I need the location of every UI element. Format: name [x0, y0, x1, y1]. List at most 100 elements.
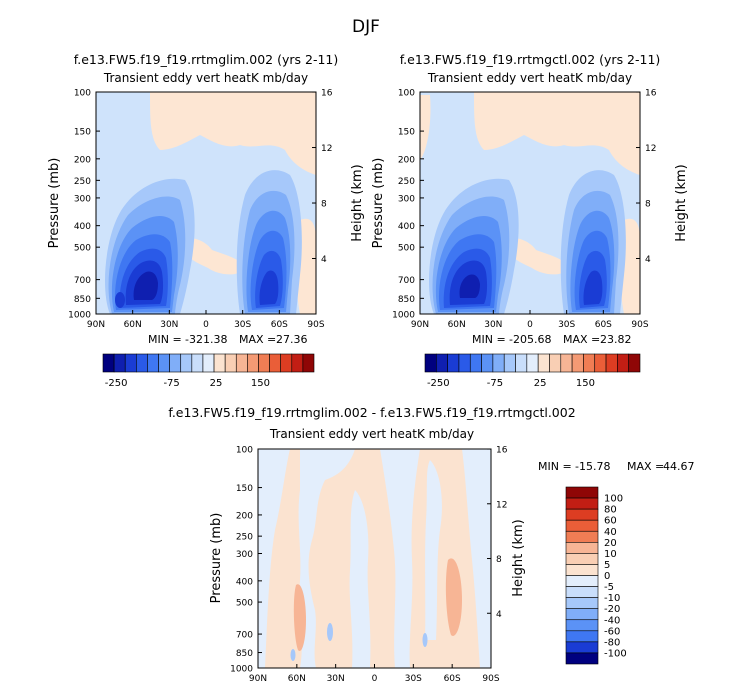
negative-band-1 — [258, 449, 290, 668]
colorbar-label: -100 — [604, 648, 627, 659]
colorbar: -250 -75 25 150 — [424, 353, 641, 389]
y2-tick-label: 8 — [496, 555, 502, 565]
colorbar-swatch — [280, 353, 293, 373]
case-title: f.e13.FW5.f19_f19.rrtmglim.002 - f.e13.F… — [168, 405, 575, 420]
x-tick-label: 60S — [595, 320, 612, 330]
x-tick-label: 90S — [631, 320, 648, 330]
nh-core-small — [115, 292, 125, 308]
y-tick-label: 400 — [236, 577, 253, 587]
colorbar-label: 20 — [604, 538, 617, 549]
colorbar-swatch — [560, 353, 573, 373]
y-tick-label: 400 — [398, 222, 415, 232]
colorbar-swatch — [469, 353, 482, 373]
min-value: -15.78 — [575, 460, 610, 473]
sh-contour-6 — [583, 270, 603, 305]
min-value: -321.38 — [185, 333, 227, 346]
colorbar-label: -20 — [604, 604, 620, 615]
y-tick-label: 500 — [74, 244, 91, 254]
positive-region-upper — [474, 92, 640, 175]
positive-region-mid — [504, 238, 569, 275]
negative-band-3 — [349, 490, 371, 668]
y-tick-label: 300 — [74, 194, 91, 204]
colorbar-swatch — [571, 353, 584, 373]
max-value: 23.82 — [600, 333, 632, 346]
y-tick-label: 500 — [236, 599, 253, 609]
y2-axis-label: Height (km) — [511, 519, 526, 596]
y-tick-label: 850 — [398, 295, 415, 305]
panel-top-left: f.e13.FW5.f19_f19.rrtmglim.002 (yrs 2-11… — [47, 52, 365, 389]
colorbar-label: -75 — [487, 378, 503, 389]
colorbar-swatch — [565, 608, 599, 621]
nh-contour-7 — [133, 271, 158, 300]
colorbar-swatch — [235, 353, 248, 373]
y-tick-label: 700 — [398, 276, 415, 286]
x-tick-label: 60S — [444, 674, 461, 684]
x-tick-label: 0 — [203, 320, 209, 330]
y-tick-label: 200 — [236, 511, 253, 521]
y-tick-label: 100 — [236, 446, 253, 456]
y-tick-label: 100 — [74, 89, 91, 99]
colorbar-swatch — [565, 497, 599, 510]
y-tick-label: 1000 — [68, 311, 91, 321]
x-tick-label: 30S — [558, 320, 575, 330]
colorbar-swatch — [565, 553, 599, 565]
colorbar-label: 80 — [604, 505, 617, 516]
y2-tick-label: 16 — [645, 89, 657, 99]
negative-spot-2 — [290, 649, 296, 661]
colorbar-label: 40 — [604, 527, 617, 538]
colorbar-swatch — [565, 508, 599, 521]
y2-tick-label: 12 — [496, 500, 507, 510]
y-tick-label: 300 — [398, 194, 415, 204]
y2-tick-label: 4 — [496, 610, 502, 620]
colorbar-swatch — [424, 353, 437, 373]
y-axis-label: Pressure (mb) — [47, 158, 62, 249]
colorbar-swatch — [565, 530, 599, 543]
colorbar-swatch — [302, 353, 315, 373]
y-tick-label: 850 — [236, 649, 253, 659]
case-title: f.e13.FW5.f19_f19.rrtmglim.002 (yrs 2-11… — [74, 52, 339, 67]
positive-cell-nh — [293, 584, 306, 651]
y-tick-label: 150 — [236, 484, 253, 494]
colorbar-swatch — [565, 564, 599, 576]
y2-axis-label: Height (km) — [674, 164, 689, 241]
case-title: f.e13.FW5.f19_f19.rrtmgctl.002 (yrs 2-11… — [400, 52, 661, 67]
sh-contour-6 — [259, 270, 279, 305]
colorbar-swatch — [124, 353, 137, 373]
max-label: MAX = — [627, 460, 664, 473]
colorbar-swatch — [565, 597, 599, 609]
x-tick-label: 30N — [327, 674, 345, 684]
colorbar-label: -10 — [604, 593, 620, 604]
contour-field — [258, 449, 491, 668]
y-tick-label: 300 — [236, 550, 253, 560]
colorbar-swatch — [224, 353, 237, 373]
figure-title: DJF — [352, 17, 380, 37]
colorbar-swatch — [202, 353, 215, 373]
nh-contour-7 — [459, 274, 480, 298]
y-tick-label: 850 — [74, 295, 91, 305]
colorbar-swatch — [565, 652, 599, 665]
colorbar-swatch — [258, 353, 270, 373]
colorbar-swatch — [565, 519, 599, 532]
y-tick-label: 500 — [398, 244, 415, 254]
x-tick-label: 30S — [234, 320, 251, 330]
colorbar-label: 60 — [604, 516, 617, 527]
colorbar-swatch — [526, 353, 539, 373]
y2-tick-label: 4 — [321, 255, 327, 265]
colorbar-swatch — [158, 353, 170, 373]
colorbar-swatch — [213, 353, 226, 373]
plot-title: Transient eddy vert heatK mb/day — [427, 71, 632, 85]
colorbar-label: -250 — [427, 378, 450, 389]
y-tick-label: 150 — [398, 128, 415, 138]
positive-region-upper — [150, 92, 316, 175]
y-axis-label: Pressure (mb) — [371, 158, 386, 249]
colorbar-swatch — [113, 353, 126, 373]
colorbar-label: 0 — [604, 571, 610, 582]
y2-tick-label: 12 — [645, 144, 656, 154]
x-tick-label: 90S — [307, 320, 324, 330]
positive-region-mid — [180, 238, 245, 275]
x-tick-label: 60N — [448, 320, 466, 330]
colorbar-swatch — [565, 586, 599, 598]
colorbar-swatch — [247, 353, 259, 373]
